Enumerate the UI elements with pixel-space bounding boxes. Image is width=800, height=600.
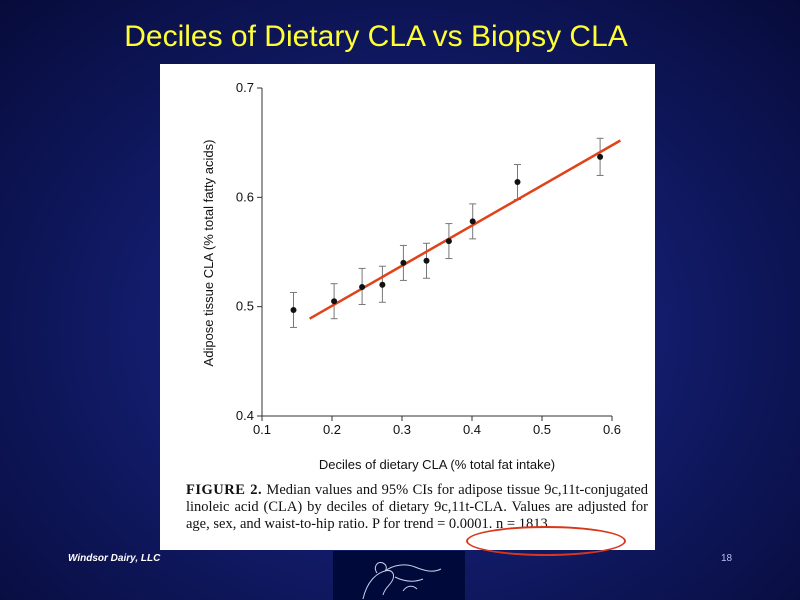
y-tick-label: 0.4 <box>236 408 254 423</box>
y-tick-label: 0.5 <box>236 299 254 314</box>
slide-number: 18 <box>721 553 733 564</box>
x-tick-label: 0.5 <box>533 422 551 437</box>
x-tick-label: 0.2 <box>323 422 341 437</box>
data-point <box>359 283 366 290</box>
data-point <box>331 298 338 305</box>
caption-label: FIGURE 2. <box>186 482 263 498</box>
y-tick-label: 0.6 <box>236 189 254 204</box>
data-point <box>445 238 452 245</box>
data-point <box>379 281 386 288</box>
x-axis-label: Deciles of dietary CLA (% total fat inta… <box>319 457 555 472</box>
footer-logo <box>333 551 465 600</box>
x-tick-label: 0.1 <box>253 422 271 437</box>
slide-title: Deciles of Dietary CLA vs Biopsy CLA <box>124 20 628 53</box>
data-point <box>400 259 407 266</box>
y-tick-label: 0.7 <box>236 80 254 95</box>
x-tick-label: 0.4 <box>463 422 481 437</box>
data-point <box>469 218 476 225</box>
figure-caption: FIGURE 2. Median values and 95% CIs for … <box>186 482 648 533</box>
y-axis-label: Adipose tissue CLA (% total fatty acids) <box>201 140 216 367</box>
data-point <box>514 179 521 186</box>
caption-text: Median values and 95% CIs for adipose ti… <box>186 482 648 532</box>
trend-line <box>308 139 622 320</box>
footer-company: Windsor Dairy, LLC <box>68 553 161 564</box>
highlight-oval <box>466 526 626 556</box>
data-point <box>290 306 297 313</box>
x-tick-label: 0.3 <box>393 422 411 437</box>
x-tick-label: 0.6 <box>603 422 621 437</box>
cow-sketch-icon <box>362 562 442 600</box>
data-point <box>423 257 430 264</box>
scatter-chart: 0.1 0.2 0.3 0.4 0.5 0.6 0.4 0.5 0.6 0.7 Deciles o… <box>201 80 622 472</box>
data-point <box>597 153 604 160</box>
figure-panel: 0.1 0.2 0.3 0.4 0.5 0.6 0.4 0.5 0.6 0.7 Deciles o… <box>160 64 655 556</box>
